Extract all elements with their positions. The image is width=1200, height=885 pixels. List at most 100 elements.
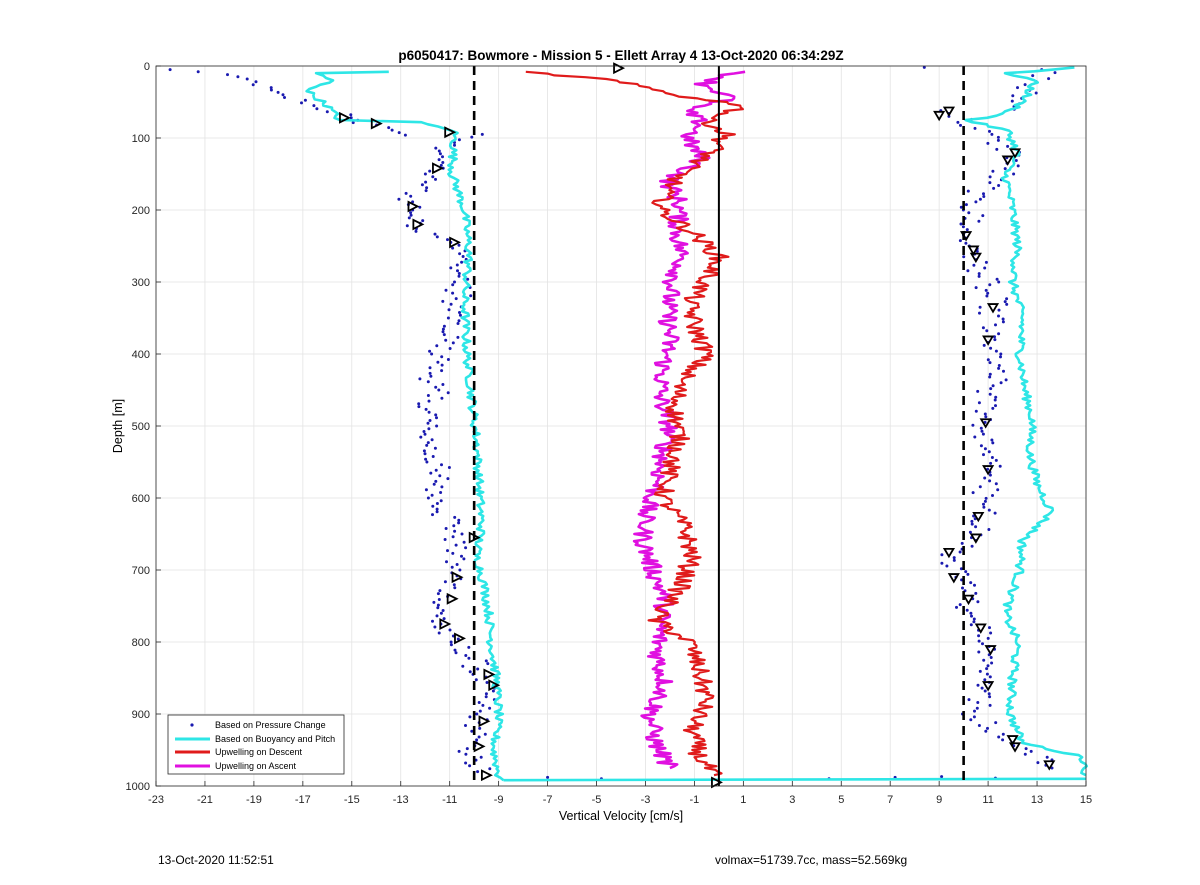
pressure-change-point-descent <box>443 580 447 584</box>
pressure-change-point-descent <box>444 288 448 292</box>
pressure-change-point-descent <box>417 405 421 409</box>
pressure-change-point-descent <box>440 485 444 489</box>
pressure-change-point-descent <box>414 229 418 233</box>
pressure-change-point-descent <box>468 715 472 719</box>
pressure-change-point-ascent <box>988 129 991 133</box>
pressure-change-point-ascent <box>992 186 996 190</box>
pressure-change-point-descent <box>446 477 450 481</box>
ascent-triangle-marker <box>960 231 973 242</box>
pressure-change-point-descent <box>475 712 479 716</box>
pressure-change-point-descent <box>424 189 428 193</box>
pressure-change-point-ascent <box>990 132 994 136</box>
pressure-change-point-descent <box>428 349 432 353</box>
pressure-change-point-ascent <box>988 695 992 699</box>
pressure-change-point-descent <box>480 132 484 136</box>
pressure-change-point-ascent <box>1001 320 1005 324</box>
pressure-change-point-descent <box>434 413 438 417</box>
legend-label-buoyancy: Based on Buoyancy and Pitch <box>215 734 335 744</box>
pressure-change-point-ascent <box>976 600 980 604</box>
pressure-change-point-ascent <box>940 561 944 565</box>
pressure-change-point-ascent <box>1010 99 1014 103</box>
pressure-change-point-descent <box>462 540 466 544</box>
pressure-change-point-descent <box>430 352 434 356</box>
pressure-change-point-ascent <box>981 432 985 436</box>
pressure-change-point-descent <box>457 274 461 278</box>
pressure-change-point-ascent <box>997 314 1000 318</box>
pressure-change-point-descent <box>461 664 465 668</box>
pressure-change-point-ascent <box>994 482 998 486</box>
pressure-change-point-ascent <box>969 623 973 627</box>
footer-timestamp: 13-Oct-2020 11:52:51 <box>158 853 274 867</box>
pressure-change-point-descent <box>397 197 401 201</box>
ascent-triangle-marker <box>1008 148 1022 159</box>
pressure-change-point-ascent <box>958 603 962 607</box>
ascent-triangle-marker <box>1001 155 1014 166</box>
pressure-change-point-ascent <box>979 426 983 430</box>
pressure-change-point-descent <box>444 338 448 342</box>
pressure-change-point-ascent <box>978 485 982 489</box>
x-tick-label: 5 <box>838 794 844 806</box>
pressure-change-point-descent <box>436 592 440 596</box>
pressure-change-point-ascent <box>977 639 981 643</box>
pressure-change-point-ascent <box>978 305 982 309</box>
x-axis-label: Vertical Velocity [cm/s] <box>559 809 683 823</box>
pressure-change-point-descent <box>429 471 433 475</box>
pressure-change-point-ascent <box>955 605 958 609</box>
pressure-change-point-descent <box>349 116 353 120</box>
pressure-change-point-ascent <box>991 169 995 173</box>
pressure-change-point-ascent <box>1001 732 1005 736</box>
pressure-change-point-descent <box>461 255 465 258</box>
pressure-change-point-descent <box>434 479 438 483</box>
pressure-change-point-descent <box>453 529 457 533</box>
pressure-change-point-ascent <box>973 126 977 130</box>
ascent-triangle-marker <box>982 681 995 692</box>
pressure-change-point-descent <box>428 169 432 173</box>
pressure-change-point-descent <box>476 667 480 671</box>
pressure-change-point-descent <box>351 121 355 125</box>
pressure-change-point-descent <box>168 68 172 72</box>
pressure-change-point-ascent <box>997 366 1001 370</box>
ascent-triangle-marker <box>969 533 982 544</box>
legend-label-descent: Upwelling on Descent <box>215 747 303 757</box>
pressure-change-point-ascent <box>976 683 980 687</box>
y-axis-label: Depth [m] <box>111 399 125 453</box>
pressure-change-point-descent <box>407 216 411 220</box>
pressure-change-point-ascent <box>988 479 992 483</box>
pressure-change-point-ascent <box>974 525 978 529</box>
pressure-change-point-ascent <box>982 502 985 506</box>
pressure-change-point-descent <box>441 299 445 303</box>
pressure-change-point-descent <box>312 104 316 108</box>
pressure-change-point-ascent <box>984 415 988 419</box>
pressure-change-point-descent <box>488 706 492 710</box>
pressure-change-point-descent <box>315 107 319 111</box>
descent-triangle-marker <box>468 531 481 544</box>
pressure-change-point-ascent <box>1005 302 1009 306</box>
pressure-change-point-ascent <box>1024 747 1028 751</box>
pressure-change-point-ascent <box>977 724 981 727</box>
pressure-change-point-ascent <box>989 461 993 465</box>
pressure-change-point-descent <box>422 430 426 433</box>
pressure-change-point-descent <box>440 463 443 467</box>
pressure-change-point-ascent <box>988 703 992 707</box>
pressure-change-point-ascent <box>986 291 990 295</box>
pressure-change-point-descent <box>448 628 452 632</box>
pressure-change-point-ascent <box>972 617 976 621</box>
pressure-change-point-descent <box>433 446 437 450</box>
pressure-change-point-descent <box>387 126 391 130</box>
pressure-change-point-descent <box>436 606 440 610</box>
pressure-change-point-ascent <box>974 200 978 204</box>
pressure-change-point-descent <box>432 482 436 486</box>
pressure-change-point-ascent <box>972 620 976 624</box>
pressure-change-point-descent <box>458 311 461 314</box>
pressure-change-point-ascent <box>982 343 986 347</box>
pressure-change-point-ascent <box>975 706 979 710</box>
pressure-change-point-ascent <box>997 364 1001 367</box>
pressure-change-point-descent <box>436 603 440 607</box>
pressure-change-point-descent <box>424 407 428 411</box>
pressure-change-point-descent <box>430 438 434 442</box>
pressure-change-point-surface <box>940 775 944 779</box>
pressure-change-point-ascent <box>940 553 944 557</box>
pressure-change-point-descent <box>430 493 434 497</box>
pressure-change-point-descent <box>488 767 492 771</box>
pressure-change-point-ascent <box>1047 77 1051 81</box>
